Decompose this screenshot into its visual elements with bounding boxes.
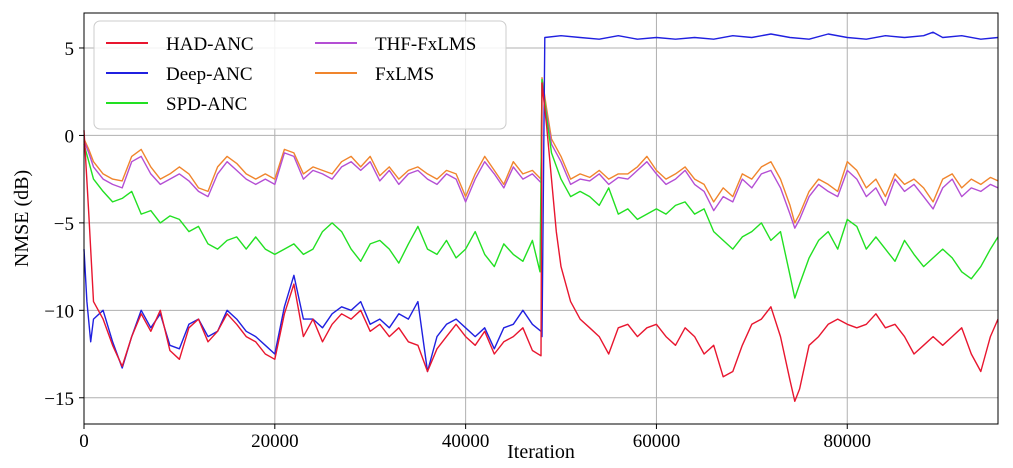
legend-label-deep-anc: Deep-ANC [166,64,253,85]
x-axis-label: Iteration [507,441,575,463]
x-tick-label: 80000 [824,431,872,452]
legend: HAD-ANC Deep-ANC SPD-ANC THF-FxLMS FxLMS [93,20,507,130]
axis-ticks: 0 20000 40000 60000 80000 5 0 −5 −10 −15 [44,39,871,452]
x-tick-label: 20000 [251,431,299,452]
y-tick-label: −15 [44,389,74,410]
y-tick-label: −10 [44,301,74,322]
series-line-spd-anc [83,78,999,299]
y-axis-label: NMSE (dB) [11,170,33,267]
legend-label-fxlms: FxLMS [375,64,434,85]
x-tick-label: 60000 [633,431,681,452]
series-group [83,31,999,402]
series-line-deep-anc [83,31,999,373]
y-tick-label: 0 [65,126,75,147]
x-tick-label: 0 [79,431,89,452]
x-tick-label: 40000 [442,431,490,452]
series-line-had-anc [83,82,999,402]
y-tick-label: 5 [65,39,75,60]
legend-label-spd-anc: SPD-ANC [166,94,247,115]
legend-box [93,20,507,130]
y-tick-label: −5 [54,214,74,235]
series-line-fxlms [83,77,999,224]
legend-label-thf-fxlms: THF-FxLMS [375,34,476,55]
legend-label-had-anc: HAD-ANC [166,34,254,55]
plot-frame [83,12,999,425]
